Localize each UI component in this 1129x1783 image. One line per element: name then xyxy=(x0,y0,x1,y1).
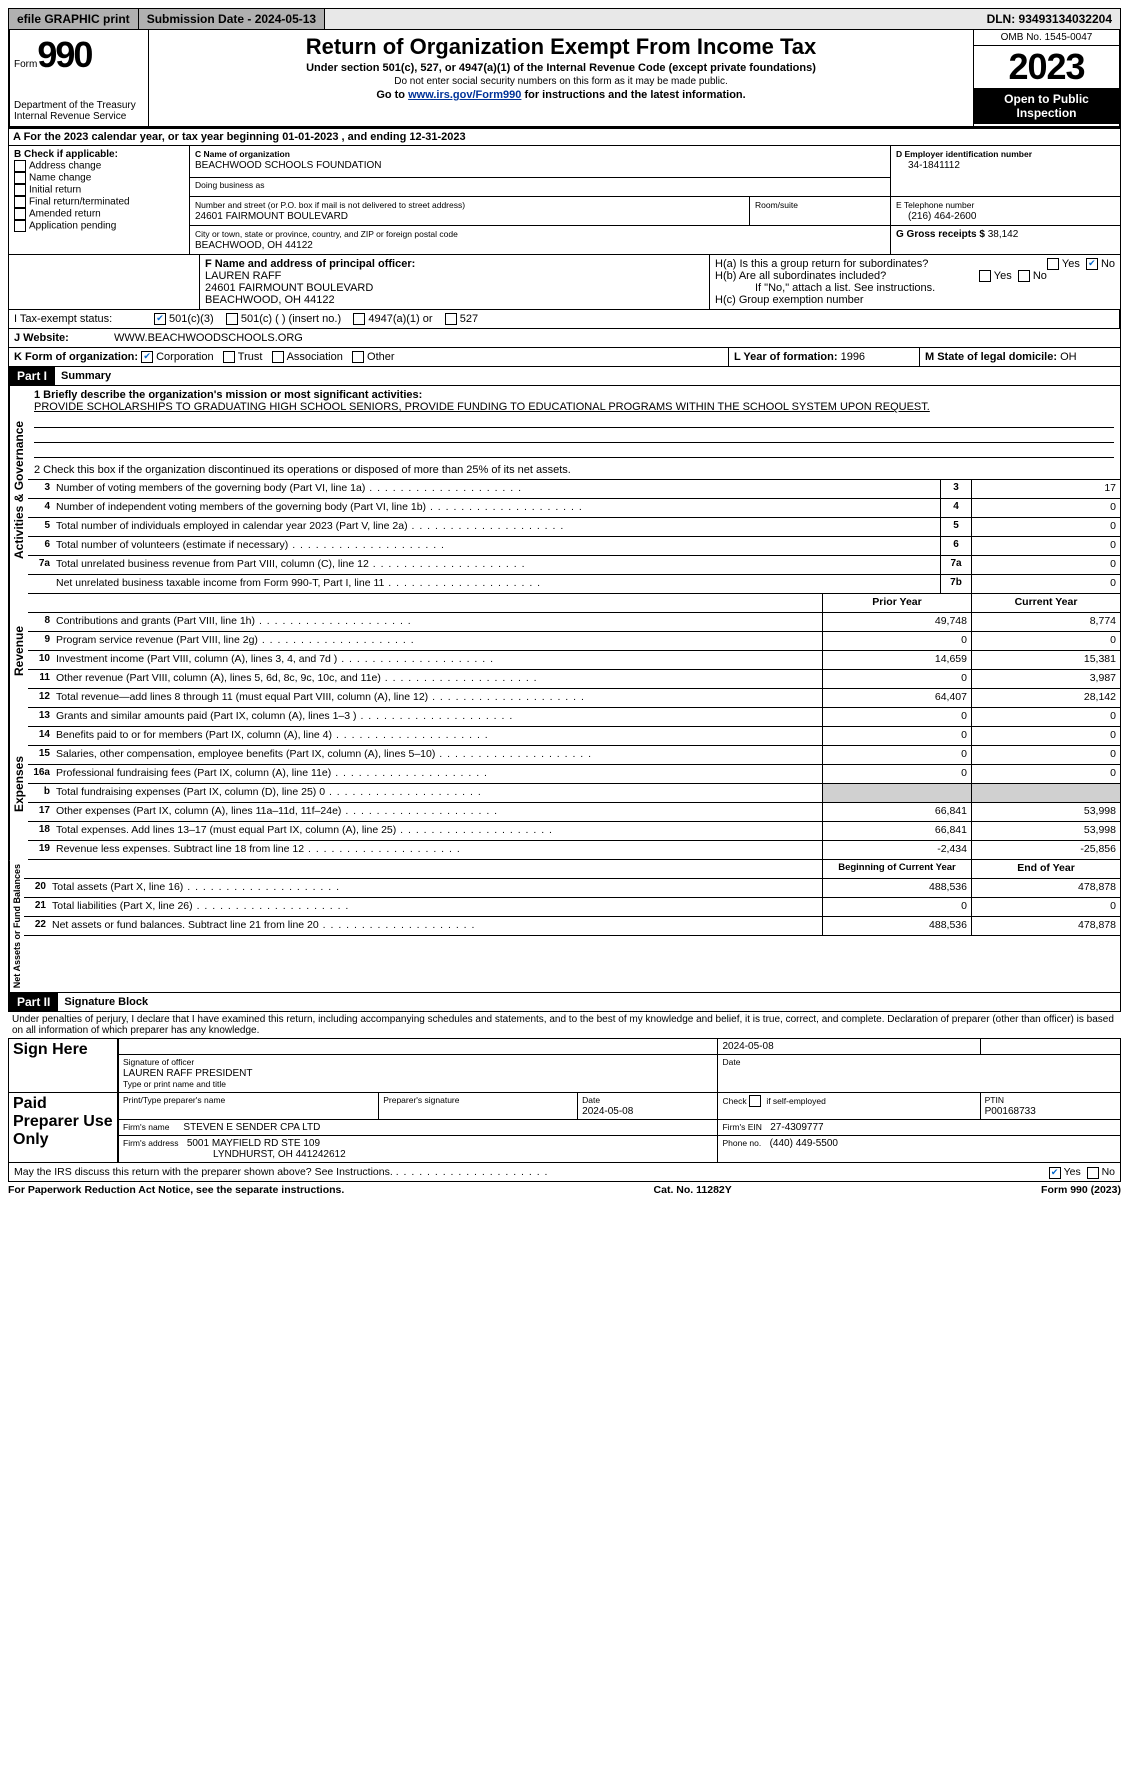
phone: (216) 464-2600 xyxy=(896,211,976,222)
checkbox-option: Address change xyxy=(14,160,184,172)
vlabel-ag: Activities & Governance xyxy=(9,386,28,594)
form-header: Form 990 Department of the Treasury Inte… xyxy=(8,30,1121,128)
subtitle-2: Do not enter social security numbers on … xyxy=(157,76,965,87)
subtitle-1: Under section 501(c), 527, or 4947(a)(1)… xyxy=(157,62,965,74)
checkbox-option: Final return/terminated xyxy=(14,196,184,208)
org-name: BEACHWOOD SCHOOLS FOUNDATION xyxy=(195,160,382,171)
org-city: BEACHWOOD, OH 44122 xyxy=(195,240,313,251)
dept-label: Department of the Treasury Internal Reve… xyxy=(14,100,144,122)
checkbox-option: Application pending xyxy=(14,220,184,232)
part1-title: Summary xyxy=(55,370,111,382)
org-address: 24601 FAIRMOUNT BOULEVARD xyxy=(195,211,348,222)
box-b-title: B Check if applicable: xyxy=(14,149,118,160)
part1-label: Part I xyxy=(9,367,55,385)
ein: 34-1841112 xyxy=(896,160,960,171)
checkbox-option: Name change xyxy=(14,172,184,184)
dln: DLN: 93493134032204 xyxy=(979,9,1120,29)
submission-date: Submission Date - 2024-05-13 xyxy=(139,9,325,29)
info-grid: B Check if applicable: Address changeNam… xyxy=(8,146,1121,255)
tax-year: 2023 xyxy=(974,46,1119,88)
line-a: A For the 2023 calendar year, or tax yea… xyxy=(8,128,1121,146)
omb-number: OMB No. 1545-0047 xyxy=(974,30,1119,46)
checkbox-option: Amended return xyxy=(14,208,184,220)
checkbox-option: Initial return xyxy=(14,184,184,196)
mission: PROVIDE SCHOLARSHIPS TO GRADUATING HIGH … xyxy=(34,401,930,413)
form-word: Form xyxy=(14,59,37,70)
gross-receipts: 38,142 xyxy=(988,229,1019,240)
irs-link[interactable]: www.irs.gov/Form990 xyxy=(408,89,521,101)
form-title: Return of Organization Exempt From Incom… xyxy=(157,34,965,60)
officer-row: F Name and address of principal officer:… xyxy=(8,255,1121,310)
open-inspection: Open to Public Inspection xyxy=(974,88,1119,124)
signature-table: Sign Here 2024-05-08 Signature of office… xyxy=(8,1038,1121,1163)
efile-tag: efile GRAPHIC print xyxy=(9,9,139,29)
perjury-declaration: Under penalties of perjury, I declare th… xyxy=(8,1012,1121,1038)
top-bar: efile GRAPHIC print Submission Date - 20… xyxy=(8,8,1121,30)
website: WWW.BEACHWOODSCHOOLS.ORG xyxy=(109,329,1120,347)
form-number: 990 xyxy=(37,34,91,76)
